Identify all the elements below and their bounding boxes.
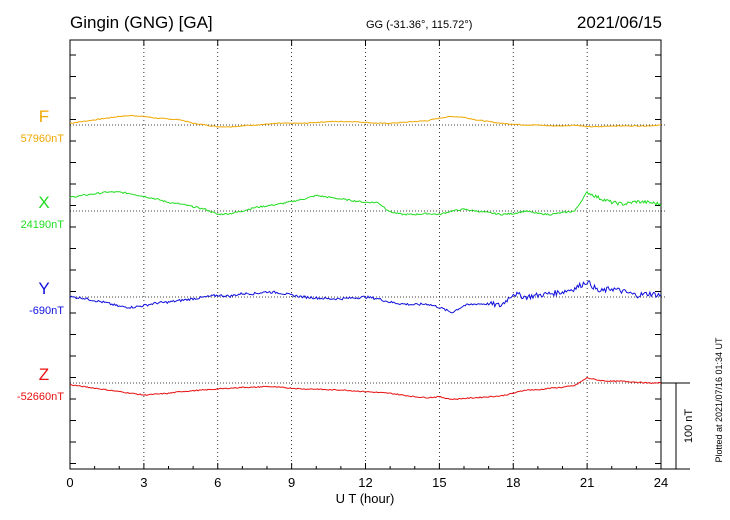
x-tick-label-1: 3 [140,475,147,490]
grid [143,40,588,469]
x-tick-label-8: 24 [654,475,668,490]
y-minor-ticks [70,54,661,464]
x-tick-label-3: 9 [288,475,295,490]
plot-date: 2021/06/15 [577,13,662,32]
x-tick-label-2: 6 [214,475,221,490]
baselines [70,124,667,384]
station-title: Gingin (GNG) [GA] [70,13,213,32]
series-line-F [69,114,662,128]
series-baseline-F: 57960nT [21,133,65,145]
x-tick-label-5: 15 [432,475,446,490]
x-tick-label-6: 18 [506,475,520,490]
series-name-Y: Y [38,279,49,298]
x-tick-label-0: 0 [66,475,73,490]
scale-bar-label: 100 nT [683,409,695,444]
series-line-X [69,190,662,216]
x-tick-label-7: 21 [580,475,594,490]
plotted-timestamp: Plotted at 2021/07/16 01:34 UT [714,337,724,463]
x-axis-label: U T (hour) [336,491,395,506]
series-lines [69,114,662,401]
scale-bar: 100 nT [661,382,695,470]
x-axis: 0 3 6 9 12 15 18 21 24 [66,40,668,490]
x-tick-label-4: 12 [358,475,372,490]
series-labels: F 57960nT X 24190nT Y -690nT Z -52660nT [17,107,64,403]
station-coordinates: GG (-31.36°, 115.72°) [366,19,472,31]
series-baseline-Y: -690nT [29,305,64,317]
series-line-Y [69,280,662,314]
series-baseline-X: 24190nT [21,219,65,231]
series-line-Z [69,376,662,401]
series-name-F: F [39,107,49,126]
series-name-X: X [38,193,49,212]
series-baseline-Z: -52660nT [17,391,64,403]
series-name-Z: Z [39,365,49,384]
